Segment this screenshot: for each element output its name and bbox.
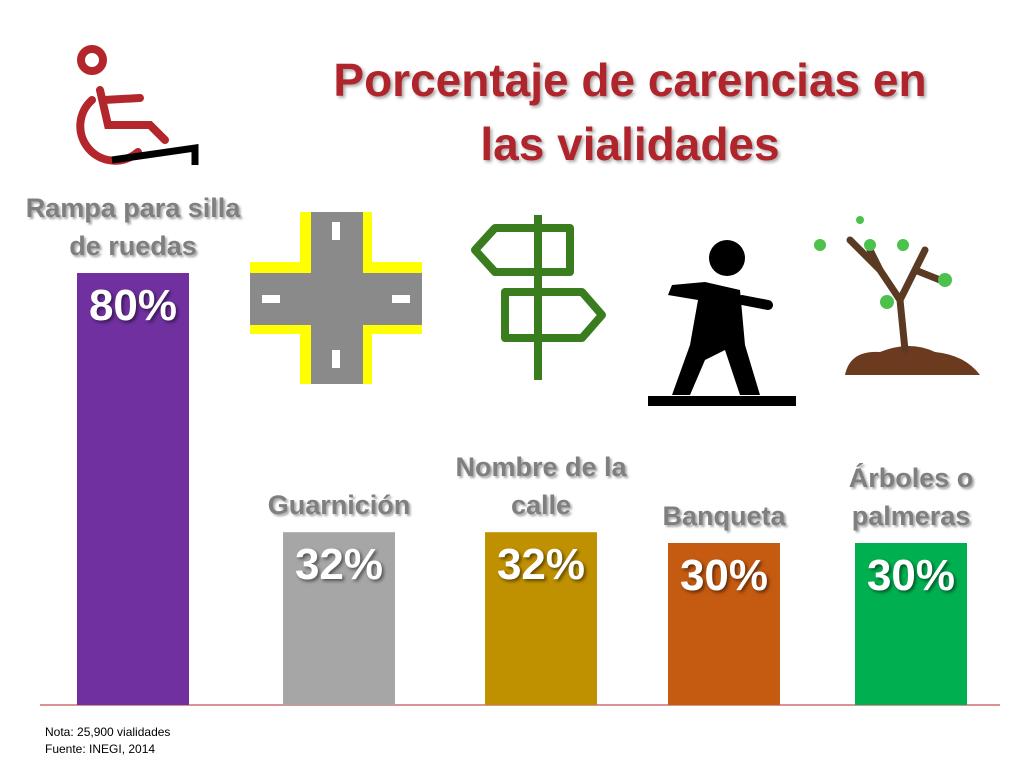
- bar: [77, 273, 189, 705]
- bar: [668, 543, 780, 705]
- chart-title: Porcentaje de carencias en las vialidade…: [333, 54, 927, 170]
- bar: [485, 532, 597, 705]
- value-label: 80%: [88, 281, 178, 330]
- bar: [855, 543, 967, 705]
- signpost-icon: [471, 215, 606, 380]
- note: Nota: 25,900 vialidades: [45, 725, 171, 739]
- bar: [283, 532, 395, 705]
- category-label: Rampa para silla de ruedas: [25, 193, 241, 261]
- category-label: Nombre de la calle: [455, 452, 627, 521]
- category-label: Guarnición: [267, 490, 411, 521]
- wheelchair-icon: [76, 45, 199, 165]
- value-label: 32%: [294, 540, 384, 590]
- category-label: Banqueta: [662, 501, 786, 531]
- tree-icon: [814, 216, 980, 375]
- category-label: Árboles o palmeras: [848, 463, 974, 531]
- value-label: 30%: [866, 551, 956, 600]
- walker-icon: [648, 240, 796, 406]
- value-label: 32%: [496, 540, 586, 590]
- value-label: 30%: [679, 551, 769, 600]
- source: Fuente: INEGI, 2014: [45, 742, 156, 756]
- crossroad-icon: [250, 212, 422, 384]
